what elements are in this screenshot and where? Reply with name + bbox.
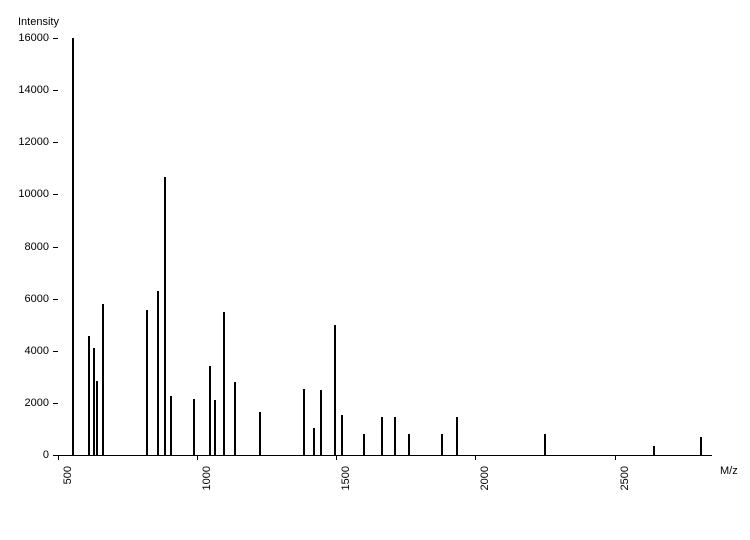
y-tick — [53, 299, 58, 300]
x-tick-label: 2500 — [619, 466, 631, 490]
y-tick — [53, 351, 58, 352]
y-tick-label: 10000 — [9, 188, 49, 200]
y-tick-label: 6000 — [9, 293, 49, 305]
x-tick-label: 500 — [62, 466, 74, 484]
y-tick — [53, 247, 58, 248]
spectrum-peak — [223, 312, 225, 455]
y-tick-label: 2000 — [9, 397, 49, 409]
spectrum-peak — [146, 310, 148, 455]
spectrum-peak — [320, 390, 322, 455]
spectrum-peak — [259, 412, 261, 455]
spectrum-peak — [209, 366, 211, 455]
y-tick — [53, 142, 58, 143]
y-tick-label: 16000 — [9, 32, 49, 44]
spectrum-peak — [234, 382, 236, 455]
y-tick-label: 14000 — [9, 84, 49, 96]
y-axis-title: Intensity — [18, 16, 59, 28]
spectrum-peak — [88, 336, 90, 455]
x-tick-label: 2000 — [479, 466, 491, 490]
spectrum-peak — [381, 417, 383, 455]
spectrum-peak — [334, 325, 336, 455]
spectrum-peak — [193, 399, 195, 455]
y-tick-label: 4000 — [9, 345, 49, 357]
x-tick — [58, 455, 59, 460]
y-tick — [53, 403, 58, 404]
spectrum-peak — [214, 400, 216, 455]
spectrum-peak — [313, 428, 315, 455]
y-tick — [53, 90, 58, 91]
spectrum-peak — [544, 434, 546, 455]
spectrum-peak — [157, 291, 159, 455]
x-tick — [197, 455, 198, 460]
spectrum-peak — [408, 434, 410, 455]
spectrum-peak — [72, 38, 74, 455]
spectrum-peak — [700, 437, 702, 455]
y-tick-label: 12000 — [9, 136, 49, 148]
x-tick-label: 1000 — [201, 466, 213, 490]
spectrum-peak — [102, 304, 104, 455]
spectrum-peak — [653, 446, 655, 455]
spectrum-peak — [456, 417, 458, 455]
y-tick — [53, 194, 58, 195]
x-axis-title: M/z — [720, 465, 738, 477]
spectrum-peak — [96, 381, 98, 455]
x-tick — [475, 455, 476, 460]
mass-spectrum-chart: { "chart": { "type": "mass-spectrum", "b… — [0, 0, 750, 540]
spectrum-peak — [164, 177, 166, 455]
spectrum-peak — [170, 396, 172, 455]
x-tick — [615, 455, 616, 460]
x-tick — [336, 455, 337, 460]
spectrum-peak — [303, 389, 305, 455]
y-tick — [53, 38, 58, 39]
spectrum-peak — [441, 434, 443, 455]
spectrum-peak — [341, 415, 343, 455]
y-tick-label: 8000 — [9, 241, 49, 253]
spectrum-peak — [394, 417, 396, 455]
spectrum-peak — [363, 434, 365, 455]
x-tick-label: 1500 — [340, 466, 352, 490]
spectrum-peak — [93, 348, 95, 455]
y-tick-label: 0 — [9, 449, 49, 461]
